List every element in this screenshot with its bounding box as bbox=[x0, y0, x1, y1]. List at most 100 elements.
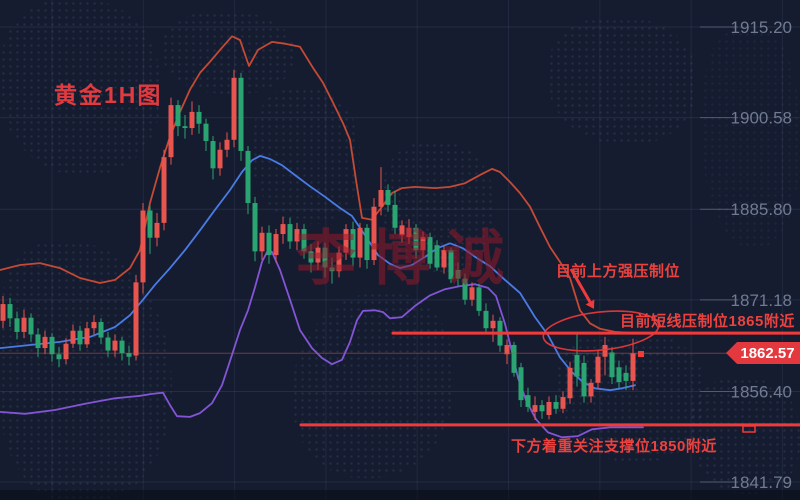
y-axis-tick-label: 1871.18 bbox=[731, 291, 792, 310]
candle-up bbox=[595, 350, 601, 389]
candle-up bbox=[315, 241, 321, 270]
candle-down bbox=[322, 242, 328, 278]
candle-up bbox=[406, 219, 412, 244]
y-axis-tick-label: 1900.58 bbox=[731, 109, 792, 128]
candle-up bbox=[532, 396, 538, 420]
candle-up bbox=[168, 97, 174, 165]
watermark: 李博诚 bbox=[296, 225, 518, 292]
candle-down bbox=[287, 217, 293, 249]
bollinger-upper-line bbox=[0, 35, 653, 335]
candle-down bbox=[182, 115, 188, 139]
candle-up bbox=[189, 101, 195, 135]
candle-down bbox=[245, 146, 251, 215]
current-price-tag: 1862.57 bbox=[726, 342, 800, 364]
candle-up bbox=[546, 396, 552, 420]
candle-down bbox=[28, 313, 34, 342]
chart-title: 黄金1H图 bbox=[54, 82, 163, 108]
candle-up bbox=[560, 391, 566, 414]
candle-up bbox=[231, 69, 237, 148]
candle-down bbox=[616, 360, 622, 389]
candle-down bbox=[147, 205, 153, 254]
map-dots bbox=[292, 292, 454, 478]
candle-up bbox=[273, 229, 279, 263]
candle-down bbox=[385, 184, 391, 212]
candle-down bbox=[525, 387, 531, 412]
candle-up bbox=[378, 167, 384, 216]
y-axis-labels: 1915.20 1900.58 1885.80 1871.18 1856.40 1841.… bbox=[700, 18, 792, 492]
candle-up bbox=[70, 324, 76, 349]
candle-up bbox=[0, 295, 6, 329]
candle-up bbox=[602, 336, 608, 376]
candle-down bbox=[175, 100, 181, 137]
candle-down bbox=[238, 72, 244, 161]
annotation-upper-resistance: 目前上方强压制位 bbox=[556, 263, 681, 280]
bollinger-middle-line bbox=[0, 154, 636, 392]
candle-up bbox=[588, 379, 594, 403]
candle-down bbox=[350, 221, 356, 267]
candle-down bbox=[14, 311, 20, 340]
candle-down bbox=[77, 325, 83, 351]
last-price-marker bbox=[638, 351, 644, 357]
candle-up bbox=[294, 222, 300, 251]
candle-down bbox=[539, 400, 545, 419]
candle-up bbox=[441, 246, 447, 274]
candle-up bbox=[490, 314, 496, 342]
candle-down bbox=[455, 262, 461, 287]
candle-up bbox=[224, 132, 230, 158]
candle-down bbox=[49, 333, 55, 362]
candle-down bbox=[392, 190, 398, 235]
candle-down bbox=[7, 297, 13, 327]
bottom-strip bbox=[0, 490, 800, 500]
candle-up bbox=[259, 226, 265, 261]
candle-down bbox=[203, 118, 209, 151]
candle-down bbox=[609, 346, 615, 385]
candle-down bbox=[119, 336, 125, 361]
candle-down bbox=[553, 395, 559, 414]
y-axis-tick-label: 1885.80 bbox=[731, 200, 792, 219]
annotation-shortterm-resistance: 目前短线压制位1865附近 bbox=[620, 313, 795, 330]
candle-up bbox=[21, 309, 27, 339]
annotation-support: 下方着重关注支撑位1850附近 bbox=[511, 438, 717, 455]
candle-up bbox=[154, 212, 160, 247]
candle-up bbox=[217, 142, 223, 176]
candle-down bbox=[364, 224, 370, 269]
candle-up bbox=[420, 231, 426, 258]
candle-down bbox=[329, 257, 335, 284]
candle-down bbox=[434, 240, 440, 271]
candle-up bbox=[630, 338, 636, 391]
candle-up bbox=[371, 198, 377, 266]
candle-up bbox=[91, 315, 97, 335]
y-axis-tick-label: 1915.20 bbox=[731, 18, 792, 37]
candle-down bbox=[56, 346, 62, 368]
candle-down bbox=[413, 224, 419, 259]
candle-down bbox=[574, 334, 580, 387]
map-dots bbox=[556, 330, 706, 462]
candle-down bbox=[581, 355, 587, 403]
candle-up bbox=[343, 224, 349, 261]
candle-down bbox=[105, 331, 111, 357]
candles-layer bbox=[0, 69, 636, 420]
candle-up bbox=[504, 339, 510, 365]
candle-up bbox=[63, 338, 69, 365]
candle-down bbox=[448, 247, 454, 283]
candle-up bbox=[399, 220, 405, 243]
candle-up bbox=[84, 322, 90, 349]
candle-down bbox=[35, 328, 41, 357]
mini-rect-marker[interactable] bbox=[742, 425, 756, 433]
candle-up bbox=[140, 203, 146, 294]
candle-down bbox=[98, 318, 104, 344]
map-dots bbox=[548, 18, 696, 144]
candle-down bbox=[462, 273, 468, 305]
candle-up bbox=[469, 282, 475, 306]
candle-down bbox=[308, 243, 314, 273]
map-dots bbox=[162, 12, 294, 94]
candle-up bbox=[336, 246, 342, 278]
candle-up bbox=[280, 216, 286, 244]
highlight-ellipse[interactable] bbox=[541, 306, 660, 356]
candle-up bbox=[133, 274, 139, 361]
y-axis-tick-label: 1856.40 bbox=[731, 382, 792, 401]
candle-down bbox=[427, 232, 433, 269]
candle-down bbox=[126, 345, 132, 366]
